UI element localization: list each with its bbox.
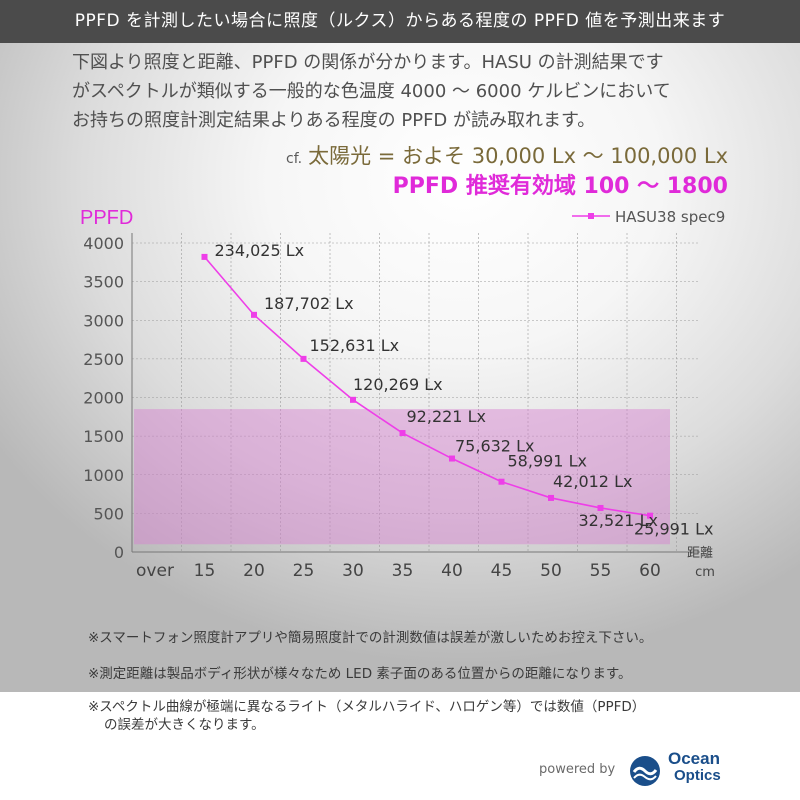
data-label: 152,631 Lx: [310, 336, 400, 355]
data-point: [498, 478, 505, 485]
chart-ticks: 0 500 1000 1500 2000 2500 3000 3500 4000 PPFD over…: [80, 207, 715, 581]
x-tick-label: 30: [342, 561, 364, 581]
x-tick-label: 25: [293, 561, 315, 581]
data-point: [350, 396, 356, 403]
y-tick-label: 0: [114, 543, 124, 562]
data-point: [548, 494, 554, 501]
data-label: 92,221 Lx: [407, 407, 486, 426]
y-tick-label: 2000: [83, 389, 124, 408]
series-layer: 234,025 Lx 187,702 Lx 152,631 Lx 120,269 Lx…: [201, 241, 713, 539]
intro-line: 下図より照度と距離、PPFD の関係が分かります。HASU の計測結果です: [72, 52, 664, 73]
note-line: ※測定距離は製品ボディ形状が様々なため LED 素子面のある位置からの距離になり…: [88, 666, 632, 682]
chart-axes: [131, 233, 700, 553]
recommended-range: PPFD 推奨有効域 100 ～ 1800: [392, 174, 728, 199]
series-line: [203, 256, 651, 517]
x-tick-label: 40: [441, 561, 463, 581]
logo-line: Optics: [674, 767, 721, 784]
data-label: 42,012 Lx: [553, 472, 632, 491]
x-tick-label: 15: [194, 561, 216, 581]
data-label: 32,521 Lx: [579, 511, 658, 530]
sunlight-note: cf. 太陽光 = およそ 30,000 Lx ～ 100,000 Lx: [286, 140, 728, 170]
data-point: [300, 355, 307, 362]
x-tick-label: 35: [392, 561, 414, 581]
background-panel: [0, 0, 800, 692]
x-tick-label: 20: [243, 561, 265, 581]
data-point: [201, 253, 208, 260]
y-tick-label: 1500: [83, 427, 124, 446]
logo-text: Ocean Optics: [668, 750, 721, 784]
y-tick-label: 500: [93, 504, 124, 523]
y-tick-label: 1000: [83, 466, 124, 485]
y-tick-label: 3500: [83, 273, 124, 292]
sunlight-prefix: cf.: [286, 151, 303, 167]
y-tick-label: 2500: [83, 350, 124, 369]
data-point: [647, 512, 653, 519]
logo-line: Ocean: [668, 749, 720, 768]
x-tick-label: 55: [590, 561, 612, 581]
data-point: [449, 455, 455, 462]
intro-text: 下図より照度と距離、PPFD の関係が分かります。HASU の計測結果です がス…: [72, 48, 772, 135]
y-axis-title: PPFD: [80, 207, 133, 229]
data-label: 58,991 Lx: [508, 452, 587, 471]
data-point: [251, 311, 257, 318]
x-tick-label: over: [136, 561, 174, 581]
data-label: 187,702 Lx: [264, 294, 354, 313]
data-label: 234,025 Lx: [215, 241, 305, 260]
chart-legend: HASU38 spec9: [572, 208, 725, 226]
data-label: 25,991 Lx: [634, 520, 713, 539]
y-tick-label: 3000: [83, 311, 124, 330]
powered-by-text: powered by: [539, 762, 616, 777]
data-point: [597, 504, 604, 511]
x-tick-label: 60: [639, 561, 661, 581]
spectrum-note: ※スペクトル曲線が極端に異なるライト（メタルハライド、ハロゲン等）では数値（PP…: [88, 698, 768, 734]
sunlight-value: 太陽光 = およそ 30,000 Lx ～ 100,000 Lx: [308, 144, 728, 168]
legend-marker: [588, 213, 594, 219]
note-line: ※スペクトル曲線が極端に異なるライト（メタルハライド、ハロゲン等）では数値（PP…: [88, 699, 646, 715]
data-label: 75,632 Lx: [455, 437, 534, 456]
note-line: ※スマートフォン照度計アプリや簡易照度計での計測数値は誤差が激しいためお控え下さ…: [88, 630, 653, 646]
data-point: [399, 430, 406, 437]
intro-line: お持ちの照度計測定結果よりある程度の PPFD が読み取れます。: [72, 110, 596, 131]
legend-label: HASU38 spec9: [615, 208, 725, 226]
intro-line: がスペクトルが類似する一般的な色温度 4000 ～ 6000 ケルビンにおいて: [72, 81, 671, 102]
ppfd-chart: 0 500 1000 1500 2000 2500 3000 3500 4000 PPFD over…: [80, 207, 725, 581]
x-axis-title: 距離: [687, 546, 713, 561]
ocean-optics-logo-icon: [630, 756, 660, 786]
x-tick-label: 45: [491, 561, 513, 581]
notes: ※スマートフォン照度計アプリや簡易照度計での計測数値は誤差が激しいためお控え下さ…: [88, 626, 788, 682]
data-label: 120,269 Lx: [353, 375, 443, 394]
y-tick-label: 4000: [83, 234, 124, 253]
x-axis-unit: cm: [695, 565, 715, 580]
header-banner: PPFD を計測したい場合に照度（ルクス）からある程度の PPFD 値を予測出来…: [0, 0, 800, 43]
note-line: の誤差が大きくなります。: [104, 717, 265, 733]
x-tick-label: 50: [540, 561, 562, 581]
